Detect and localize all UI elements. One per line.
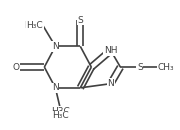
Text: CH3: CH3	[158, 63, 176, 72]
Text: O: O	[12, 63, 19, 72]
Text: N: N	[52, 83, 59, 92]
Text: S: S	[77, 16, 83, 25]
Text: N: N	[52, 42, 59, 51]
Text: H3C: H3C	[24, 21, 43, 30]
Text: H3C: H3C	[51, 107, 70, 116]
Text: N: N	[107, 79, 114, 88]
Text: S: S	[137, 63, 143, 72]
Text: CH₃: CH₃	[158, 63, 174, 72]
Text: NH: NH	[104, 46, 118, 55]
Text: H₃C: H₃C	[53, 111, 69, 120]
Text: H₃C: H₃C	[26, 21, 43, 30]
